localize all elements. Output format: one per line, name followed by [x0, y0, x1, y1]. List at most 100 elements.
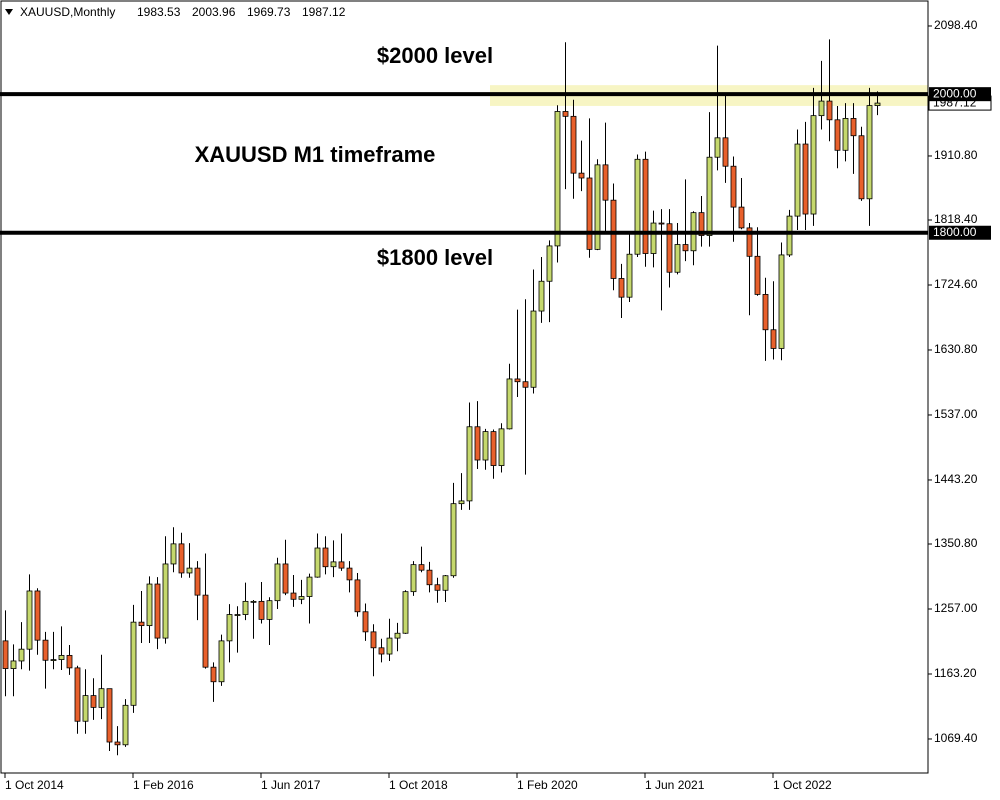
- x-tick-label: 1 Oct 2018: [389, 778, 448, 792]
- candle-body: [378, 647, 385, 655]
- candle-body: [578, 172, 585, 179]
- annotation: $1800 level: [377, 245, 493, 270]
- candle-body: [362, 611, 369, 633]
- candle-body: [794, 143, 801, 217]
- x-tick-label: 1 Oct 2022: [773, 778, 832, 792]
- y-tick-label: 1163.20: [934, 666, 977, 680]
- candle-body: [210, 666, 217, 683]
- level-label: 2000.00: [933, 86, 977, 100]
- candle-body: [10, 660, 17, 669]
- candle-body: [874, 102, 881, 106]
- candle-body: [530, 310, 537, 388]
- symbol-label: XAUUSD,Monthly: [20, 5, 115, 19]
- candle-body: [314, 547, 321, 578]
- candle-body: [482, 431, 489, 461]
- candle-body: [522, 381, 529, 388]
- candle-body: [626, 253, 633, 298]
- candle-body: [50, 659, 57, 661]
- level-label-box: [929, 225, 991, 240]
- candle-body: [770, 329, 777, 349]
- x-tick-label: 1 Oct 2014: [5, 778, 64, 792]
- candle-body: [282, 563, 289, 594]
- candle-body: [562, 111, 569, 117]
- candle-body: [18, 648, 25, 662]
- close-value: 1987.12: [302, 5, 346, 19]
- candle-body: [90, 695, 97, 708]
- candle-body: [778, 254, 785, 349]
- x-tick-label: 1 Jun 2017: [261, 778, 321, 792]
- menu-arrow: [5, 9, 13, 15]
- candle-body: [34, 590, 41, 641]
- candle-body: [650, 222, 657, 254]
- candle-body: [738, 206, 745, 229]
- candle-body: [802, 143, 809, 215]
- y-tick-label: 1350.80: [934, 536, 978, 550]
- candle-body: [586, 177, 593, 250]
- candle-body: [474, 426, 481, 461]
- candle-body: [554, 111, 561, 247]
- candle-body: [682, 244, 689, 252]
- candle-body: [426, 569, 433, 586]
- candle-body: [58, 655, 65, 660]
- y-tick-label: 1818.40: [934, 212, 978, 226]
- candle-body: [826, 100, 833, 121]
- y-tick-label: 1443.20: [934, 472, 978, 486]
- candle-body: [458, 500, 465, 505]
- candle-body: [602, 164, 609, 201]
- candle-body: [858, 135, 865, 200]
- candle-body: [370, 631, 377, 649]
- candle-body: [154, 583, 161, 639]
- candle-body: [434, 584, 441, 591]
- candle-body: [834, 119, 841, 151]
- candle-body: [842, 118, 849, 151]
- candle-body: [394, 632, 401, 639]
- candle-body: [42, 639, 49, 661]
- candle-body: [338, 561, 345, 569]
- candle-body: [322, 547, 329, 568]
- candle-body: [618, 278, 625, 298]
- candle-body: [714, 137, 721, 158]
- candle-body: [266, 600, 273, 620]
- candle-body: [242, 600, 249, 615]
- y-tick-label: 1910.80: [934, 148, 978, 162]
- candle-body: [234, 614, 241, 616]
- candle-body: [194, 567, 201, 596]
- candle-body: [346, 567, 353, 581]
- candle-body: [418, 564, 425, 571]
- candle-body: [490, 431, 497, 466]
- plot-frame: [0, 0, 929, 774]
- candle-body: [250, 600, 257, 603]
- candle-body: [722, 137, 729, 167]
- x-tick-label: 1 Feb 2020: [517, 778, 578, 792]
- annotation: $2000 level: [377, 43, 493, 68]
- candle-body: [354, 579, 361, 613]
- candle-body: [330, 561, 337, 568]
- candle-body: [666, 223, 673, 273]
- candle-body: [258, 600, 265, 620]
- candle-body: [762, 294, 769, 331]
- candle-body: [306, 576, 313, 597]
- candle-body: [274, 563, 281, 602]
- candle-body: [818, 100, 825, 117]
- candle-body: [186, 567, 193, 574]
- candle-body: [170, 543, 177, 565]
- candle-body: [138, 621, 145, 627]
- candle-body: [546, 245, 553, 282]
- high-value: 2003.96: [192, 5, 236, 19]
- candle-body: [410, 564, 417, 593]
- candle-body: [82, 695, 89, 722]
- candle-body: [810, 115, 817, 215]
- candle-body: [218, 640, 225, 683]
- candle-body: [850, 118, 857, 137]
- candle-body: [866, 105, 873, 200]
- level-label-box: [929, 87, 991, 102]
- candle-body: [122, 704, 129, 746]
- y-tick-label: 1630.80: [934, 342, 978, 356]
- candle-body: [642, 158, 649, 254]
- y-tick-label: 1069.40: [934, 731, 978, 745]
- candle-body: [674, 244, 681, 273]
- candle-body: [178, 543, 185, 574]
